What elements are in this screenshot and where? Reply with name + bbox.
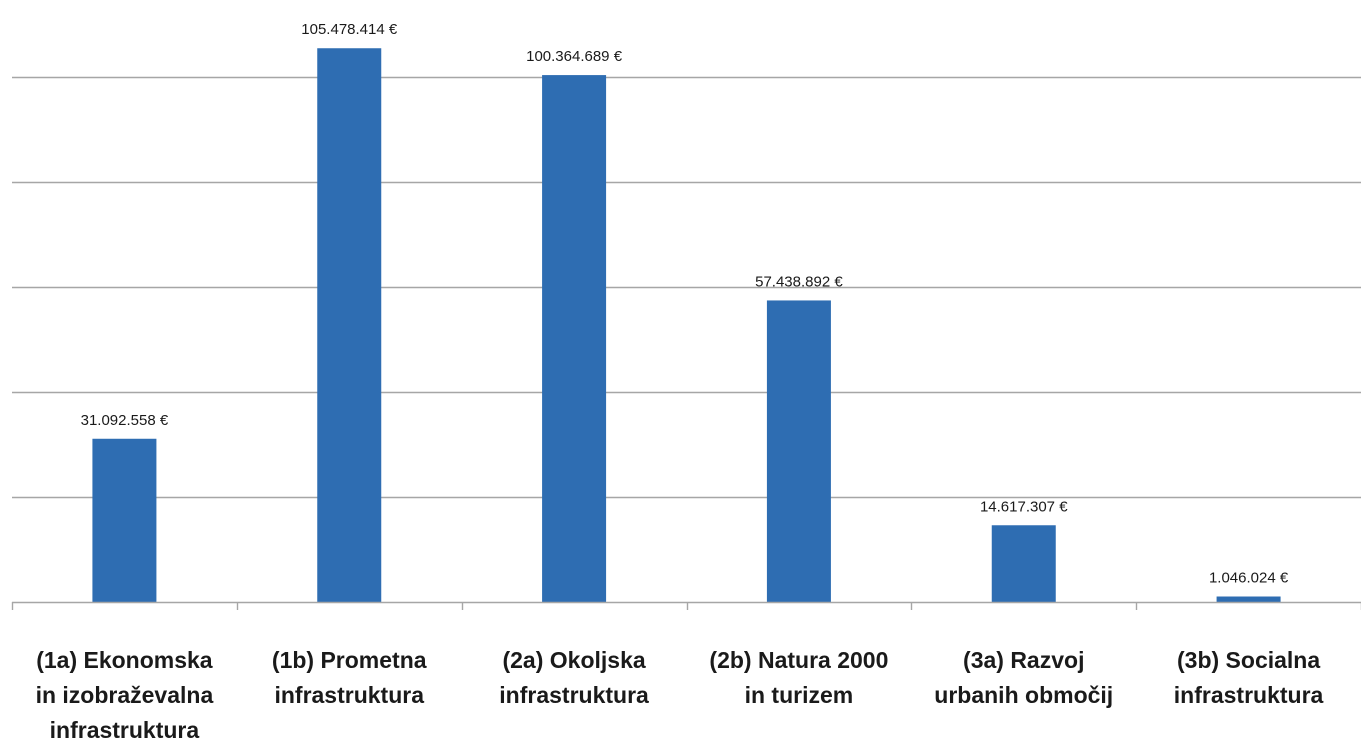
bar xyxy=(766,300,831,602)
category-label: (3b) Socialna xyxy=(1177,647,1320,673)
bar xyxy=(92,438,157,602)
category-label: (2a) Okoljska xyxy=(502,647,645,673)
category-label: infrastruktura xyxy=(1174,682,1324,708)
data-label: 14.617.307 € xyxy=(980,498,1068,515)
bars xyxy=(92,48,1281,602)
category-label: in turizem xyxy=(745,682,854,708)
gridlines xyxy=(12,76,1361,499)
category-label: urbanih območij xyxy=(934,682,1113,708)
data-label: 31.092.558 € xyxy=(81,412,169,429)
data-label: 100.364.689 € xyxy=(526,48,623,65)
category-label: in izobraževalna xyxy=(36,682,214,708)
data-label: 1.046.024 € xyxy=(1209,570,1289,587)
bar xyxy=(1216,596,1281,602)
category-label: infrastruktura xyxy=(274,682,424,708)
x-axis xyxy=(11,601,1361,610)
bar xyxy=(542,75,607,602)
bar xyxy=(991,525,1056,602)
bar xyxy=(317,48,382,602)
category-label: infrastruktura xyxy=(499,682,649,708)
category-label: (1a) Ekonomska xyxy=(36,647,213,673)
category-label: (3a) Razvoj xyxy=(963,647,1084,673)
category-label: (2b) Natura 2000 xyxy=(709,647,888,673)
category-labels: (1a) Ekonomska in izobraževalna infrastruk… xyxy=(36,647,1324,743)
category-label: (1b) Prometna xyxy=(272,647,427,673)
data-labels: 31.092.558 € 105.478.414 € 100.364.689 € 57… xyxy=(81,21,1289,586)
data-label: 57.438.892 € xyxy=(755,273,843,290)
category-label: infrastruktura xyxy=(50,717,200,743)
data-label: 105.478.414 € xyxy=(301,21,398,38)
